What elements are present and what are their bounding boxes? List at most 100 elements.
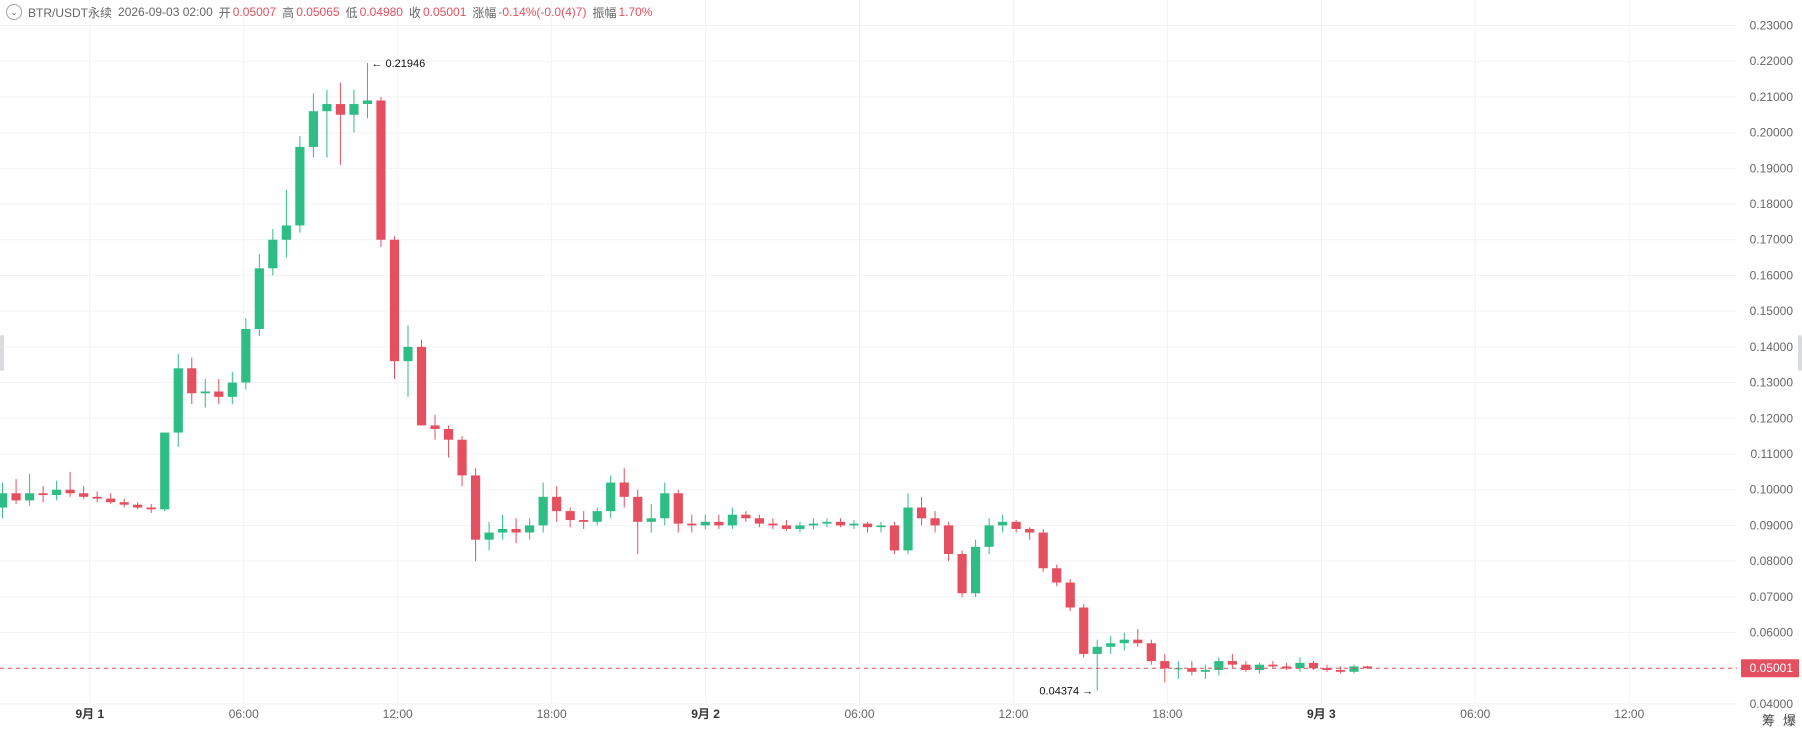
candle [1241,661,1251,672]
candle [430,414,440,440]
candle [700,514,710,529]
datetime-label: 2026-09-03 02:00 [118,5,213,19]
candle [552,486,562,522]
candle [65,471,75,497]
candle-body [1268,664,1278,667]
candle [1349,664,1359,674]
candle-body [92,496,102,499]
candle [754,514,764,528]
candle-body [1200,670,1210,672]
amplitude-value: 1.70% [618,5,653,19]
candle [714,514,724,529]
left-drag-handle[interactable] [0,335,4,371]
candle-body [903,507,913,551]
candle-body [11,493,21,501]
candle-body [998,521,1008,526]
candle-body [470,475,481,540]
candle [1268,661,1278,669]
candle-body [416,346,427,426]
candle [1092,639,1102,691]
candle-body [133,504,143,508]
candle-body [119,502,129,505]
candle [606,475,616,519]
low-value: 0.04980 [359,5,403,19]
current-price-badge [1741,659,1799,678]
y-tick-label: 0.09000 [1750,518,1794,532]
y-tick-label: 0.21000 [1750,90,1794,104]
candle-body [308,111,318,147]
candle [443,425,454,458]
candle-body [660,493,670,519]
candle-body [1146,643,1156,662]
candle-body [957,553,967,594]
candle-body [754,518,764,524]
candle [1295,657,1305,672]
candle [876,521,886,533]
candle [1160,653,1170,683]
candle [322,89,332,158]
candle-body [200,391,210,394]
chip-distribution-button[interactable]: 筹 [1761,713,1775,728]
candle [52,480,62,501]
candle [538,482,548,533]
candle [579,511,589,529]
candle [1025,527,1035,540]
candle-body [525,525,535,533]
x-tick-label: 9月 2 [691,707,720,721]
candle-body [1214,661,1224,671]
open-label: 开 [218,5,231,20]
candle-body [389,239,400,362]
candle-body [1011,521,1021,529]
change-label: 涨幅 [472,5,497,20]
candle-body [687,523,697,526]
candle-body [822,521,832,524]
candle [781,520,792,531]
y-tick-label: 0.23000 [1750,18,1794,32]
candle [808,518,819,529]
candle-body [1295,662,1305,669]
candle-body [1038,532,1048,569]
candle-body [1322,668,1332,671]
candle [822,518,832,528]
candle [1133,628,1143,647]
right-drag-handle[interactable] [1798,335,1802,371]
candle-body [1133,639,1143,644]
candle [835,518,846,528]
candle [11,478,21,504]
y-tick-label: 0.16000 [1750,268,1794,282]
candle [308,93,318,158]
candle [862,521,873,533]
liquidation-button[interactable]: 爆 [1782,713,1796,728]
candle [160,432,170,512]
candle [457,436,467,487]
candle [1038,528,1048,572]
candle-body [1025,528,1035,533]
candle-body [727,514,737,526]
high-value: 0.05065 [296,5,340,19]
low-price-marker: 0.04374 → [1039,686,1093,698]
y-tick-label: 0.15000 [1750,304,1794,318]
candle-body [862,523,873,528]
candle-body [1362,666,1373,669]
candle [592,507,602,526]
candle-body [538,496,548,526]
candle-body [24,493,35,501]
candle-body [65,489,75,494]
candle-body [633,496,643,522]
x-tick-label: 12:00 [998,707,1028,721]
high-label: 高 [282,5,295,20]
time-axis: 9月 1 06:00 12:00 18:00 9月 2 06:00 12:00 18:00 9月… [75,707,1644,721]
candle [1065,578,1075,612]
candle-body [606,482,616,512]
symbol-label: BTR/USDT永续 [28,5,113,20]
candle-body [1281,666,1292,669]
candle [254,254,264,337]
candle [335,82,346,165]
candle-body [1241,664,1251,671]
collapse-chevron-icon[interactable]: ⌄ [6,4,22,20]
amplitude-label: 振幅 [592,5,617,20]
close-label: 收 [408,5,421,20]
y-tick-label: 0.11000 [1751,447,1794,461]
